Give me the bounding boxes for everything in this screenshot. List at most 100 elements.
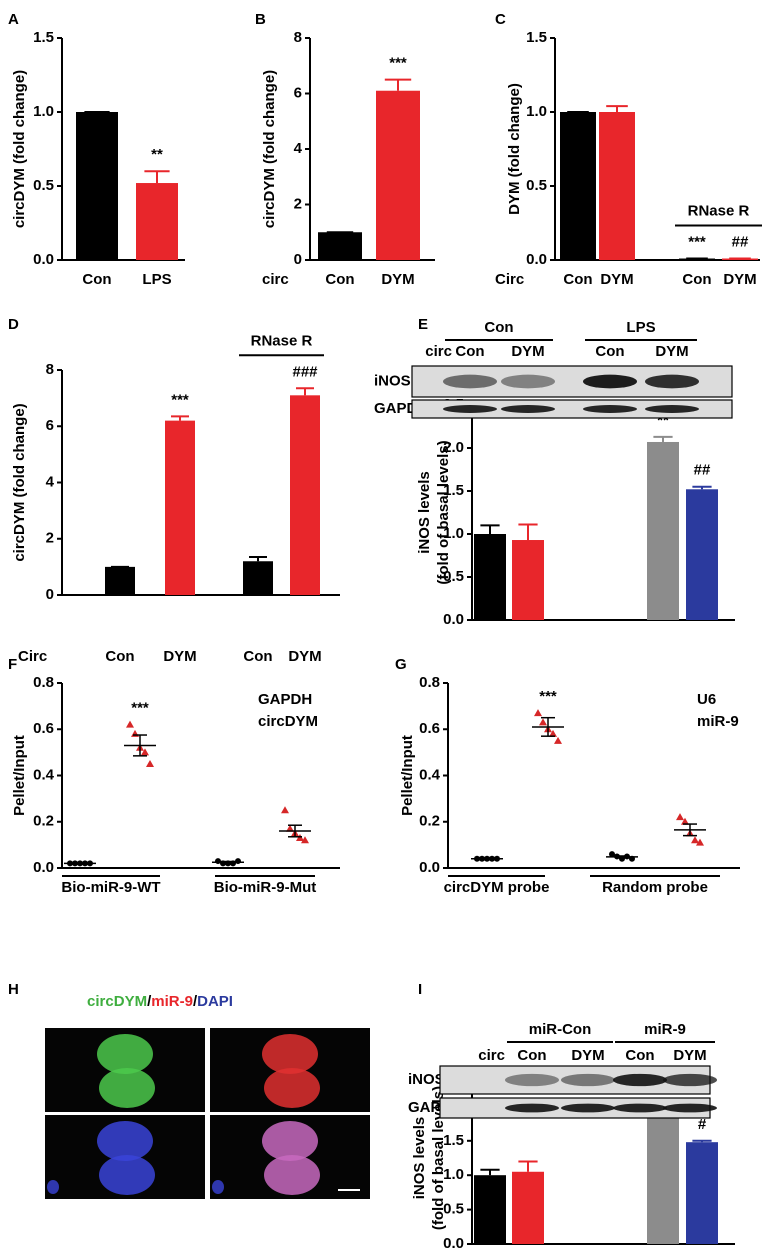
point: [681, 817, 689, 825]
legend-entry: miR-9: [697, 713, 739, 730]
row-label: circ: [262, 271, 289, 288]
y-axis-label: DYM (fold change): [506, 83, 523, 215]
title-part: miR-9: [151, 993, 193, 1010]
y-tick-label: 0.6: [33, 720, 54, 737]
blot-band: [561, 1103, 615, 1113]
row-label: Circ: [495, 271, 524, 288]
y-tick-label: 1.5: [33, 29, 54, 46]
blot-band: [501, 405, 555, 413]
blot-band: [645, 405, 699, 413]
bar: [376, 90, 420, 260]
blot-band: [583, 405, 637, 413]
y-tick-label: 0.5: [443, 568, 464, 585]
title-part: /: [193, 993, 198, 1010]
x-tick-label: DYM: [600, 271, 633, 288]
point: [301, 836, 309, 844]
bar: [76, 112, 118, 260]
blot-band-label: iNOS: [374, 372, 411, 389]
title-part: /: [147, 993, 152, 1010]
x-tick-label: Con: [243, 648, 272, 665]
y-axis-label: circDYM (fold change): [261, 70, 278, 228]
y-axis-label: iNOS levels: [411, 1117, 428, 1200]
y-axis-label: (fold of basal levels): [435, 440, 452, 584]
blot-lane-label: DYM: [571, 1047, 604, 1064]
point: [126, 720, 134, 728]
blot-lane-label: Con: [455, 343, 484, 360]
cell-nucleus: [262, 1121, 318, 1161]
cell-nucleus: [264, 1155, 320, 1195]
panel-label: C: [495, 11, 506, 28]
bar: [512, 1171, 544, 1244]
point: [534, 709, 542, 717]
y-tick-label: 0.0: [33, 859, 54, 876]
bar: [647, 441, 679, 620]
x-tick-label: LPS: [142, 271, 171, 288]
point: [539, 718, 547, 726]
bar: [686, 489, 718, 620]
cell-nucleus: [97, 1034, 153, 1074]
panel-label: E: [418, 316, 428, 333]
bar: [105, 566, 135, 595]
x-tick-label: DYM: [163, 648, 196, 665]
panel-label: B: [255, 11, 266, 28]
legend-entry: circDYM: [258, 713, 318, 730]
blot-lane-label: DYM: [673, 1047, 706, 1064]
y-tick-label: 1.0: [526, 103, 547, 120]
bar: [290, 395, 320, 595]
bar: [560, 112, 596, 260]
point: [281, 806, 289, 814]
x-tick-label: Bio-miR-9-Mut: [214, 879, 316, 896]
blot-lane-label: Con: [595, 343, 624, 360]
point: [609, 851, 615, 858]
y-tick-label: 0.5: [526, 177, 547, 194]
row-label: Circ: [18, 648, 47, 665]
point: [286, 824, 294, 832]
blot-band: [613, 1103, 667, 1113]
blot-group-label: Con: [484, 319, 513, 336]
y-axis-label: circDYM (fold change): [11, 70, 28, 228]
point: [131, 729, 139, 737]
significance: ***: [131, 700, 149, 717]
title-part: circDYM: [87, 993, 147, 1010]
y-tick-label: 0.0: [443, 1235, 464, 1249]
point: [554, 736, 562, 744]
significance: ##: [694, 462, 711, 479]
panel-label: A: [8, 11, 19, 28]
group-label: RNase R: [251, 332, 313, 349]
y-tick-label: 8: [294, 29, 302, 46]
blot-group-label: LPS: [626, 319, 655, 336]
point: [676, 813, 684, 821]
y-tick-label: 0: [294, 251, 302, 268]
bar: [243, 561, 273, 595]
cell-fragment: [47, 1180, 59, 1194]
blot-band: [561, 1073, 615, 1087]
y-tick-label: 0.0: [443, 611, 464, 628]
blot-membrane: [411, 399, 733, 419]
y-axis-label: Pellet/Input: [11, 735, 28, 816]
y-tick-label: 0.0: [419, 859, 440, 876]
cell-nucleus: [99, 1068, 155, 1108]
y-tick-label: 0.5: [443, 1201, 464, 1218]
bar: [647, 1109, 679, 1244]
y-tick-label: 0.2: [33, 813, 54, 830]
significance: ***: [171, 391, 189, 408]
blot-band-label: iNOS: [408, 1071, 445, 1088]
y-tick-label: 8: [46, 361, 54, 378]
blot-band: [663, 1103, 717, 1113]
bar: [512, 540, 544, 620]
y-tick-label: 0.8: [419, 674, 440, 691]
y-tick-label: 6: [46, 417, 54, 434]
significance: #: [698, 1116, 707, 1133]
cell-fragment: [212, 1180, 224, 1194]
significance: ***: [688, 233, 706, 250]
blot-band: [505, 1103, 559, 1113]
y-tick-label: 0.5: [33, 177, 54, 194]
blot-band: [663, 1073, 717, 1087]
point: [235, 858, 241, 865]
blot-lane-label: DYM: [511, 343, 544, 360]
cell-nucleus: [97, 1121, 153, 1161]
point: [691, 836, 699, 844]
x-tick-label: Con: [105, 648, 134, 665]
legend-entry: U6: [697, 691, 716, 708]
y-tick-label: 1.0: [33, 103, 54, 120]
